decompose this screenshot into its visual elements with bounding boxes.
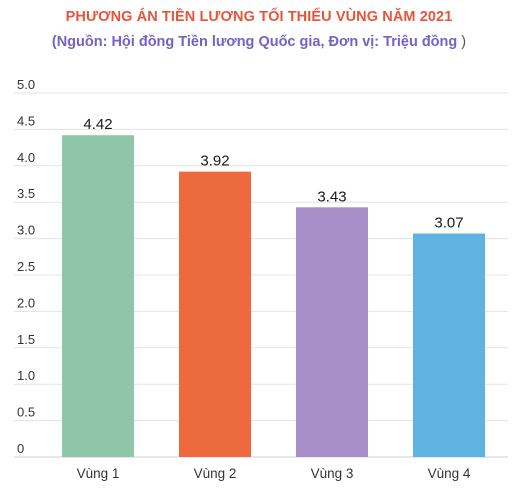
x-tick-label: Vùng 2 [194,466,237,481]
bar [413,233,485,457]
y-tick-label: 3.0 [17,223,35,238]
data-label: 4.42 [83,116,112,133]
x-tick-label: Vùng 4 [428,466,471,481]
bar [296,207,368,457]
chart-subtitle: (Nguồn: Hội đồng Tiền lương Quốc gia, Đơ… [0,34,518,50]
y-tick-label: 4.0 [17,150,35,165]
bar [179,171,251,457]
data-label: 3.43 [317,188,346,205]
x-tick-label: Vùng 1 [77,466,120,481]
y-tick-label: 5.0 [17,77,35,92]
y-tick-label: 1.5 [17,332,35,347]
y-tick-label: 0 [17,441,24,456]
y-tick-label: 2.0 [17,295,35,310]
y-tick-label: 4.5 [17,113,35,128]
y-tick-label: 2.5 [17,259,35,274]
chart-subtitle-close: ) [461,34,467,50]
y-tick-label: 3.5 [17,186,35,201]
x-tick-label: Vùng 3 [311,466,354,481]
chart-title: PHƯƠNG ÁN TIỀN LƯƠNG TỐI THIỂU VÙNG NĂM … [65,9,453,25]
bar [62,135,134,457]
chart-subtitle-text: (Nguồn: Hội đồng Tiền lương Quốc gia, Đơ… [51,34,458,50]
y-tick-label: 1.0 [17,368,35,383]
data-label: 3.07 [434,215,463,232]
y-tick-label: 0.5 [17,405,35,420]
data-label: 3.92 [200,153,229,170]
